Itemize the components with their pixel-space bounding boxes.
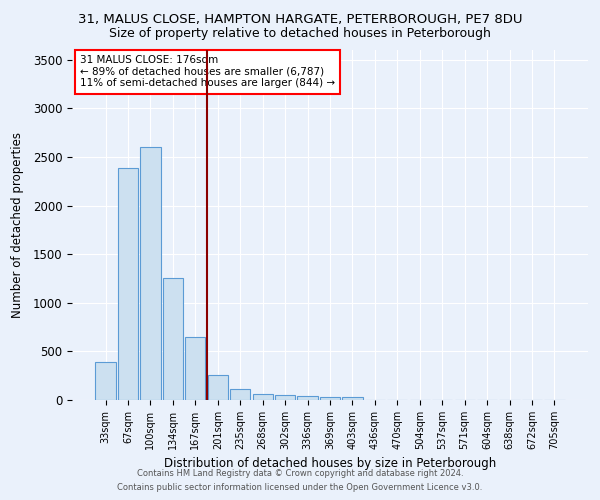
Bar xyxy=(320,396,340,400)
X-axis label: Distribution of detached houses by size in Peterborough: Distribution of detached houses by size … xyxy=(164,458,496,470)
Text: 31, MALUS CLOSE, HAMPTON HARGATE, PETERBOROUGH, PE7 8DU: 31, MALUS CLOSE, HAMPTON HARGATE, PETERB… xyxy=(78,12,522,26)
Bar xyxy=(208,374,228,400)
Text: Contains HM Land Registry data © Crown copyright and database right 2024.: Contains HM Land Registry data © Crown c… xyxy=(137,468,463,477)
Bar xyxy=(253,394,273,400)
Bar xyxy=(95,362,116,400)
Y-axis label: Number of detached properties: Number of detached properties xyxy=(11,132,25,318)
Bar xyxy=(275,394,295,400)
Text: 31 MALUS CLOSE: 176sqm
← 89% of detached houses are smaller (6,787)
11% of semi-: 31 MALUS CLOSE: 176sqm ← 89% of detached… xyxy=(80,56,335,88)
Text: Contains public sector information licensed under the Open Government Licence v3: Contains public sector information licen… xyxy=(118,484,482,492)
Bar xyxy=(118,168,138,400)
Bar xyxy=(230,390,250,400)
Bar xyxy=(298,396,317,400)
Text: Size of property relative to detached houses in Peterborough: Size of property relative to detached ho… xyxy=(109,28,491,40)
Bar xyxy=(163,278,183,400)
Bar xyxy=(343,397,362,400)
Bar xyxy=(185,337,205,400)
Bar xyxy=(140,147,161,400)
